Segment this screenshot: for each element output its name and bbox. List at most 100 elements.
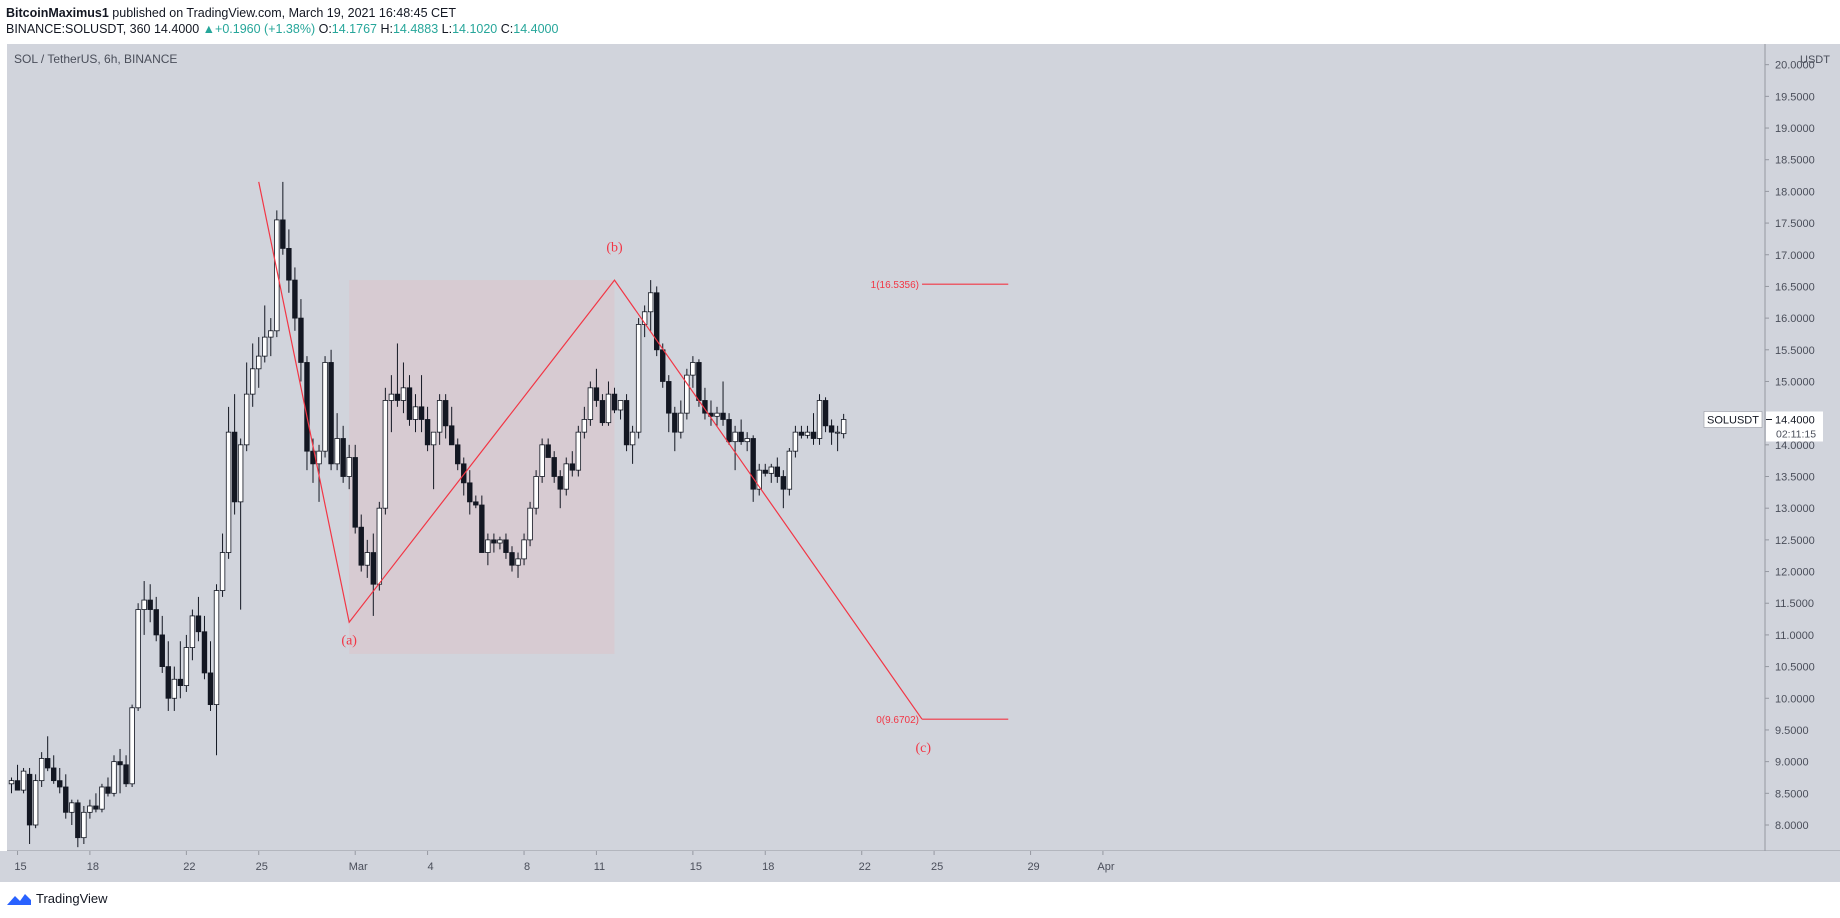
candle-body (213, 590, 220, 706)
candle (551, 451, 557, 483)
candle (334, 413, 340, 471)
candle-body (20, 770, 27, 791)
candle-body (69, 802, 75, 813)
candle (81, 805, 87, 844)
candle-body (762, 469, 768, 474)
candle-body (8, 780, 15, 785)
candle-body (382, 400, 389, 509)
candle-body (364, 552, 370, 566)
candle (352, 444, 358, 534)
candle (105, 777, 111, 797)
close-value: 14.4000 (513, 22, 559, 36)
candle (358, 514, 364, 572)
candle (738, 419, 744, 445)
candle-body (720, 412, 726, 420)
candle (750, 435, 756, 502)
candle (171, 666, 178, 711)
candle (654, 286, 660, 357)
candle-body (629, 431, 636, 446)
price-chart[interactable]: 1(16.5356) 0(9.6702) (a) (b) (c) SOLUSDT 14.40… (0, 44, 1840, 882)
candle-body (177, 678, 184, 686)
candle (605, 381, 612, 426)
y-axis-tick-label: 14.0000 (1775, 440, 1815, 452)
candle-body (666, 381, 672, 414)
candle-body (569, 463, 575, 471)
symbol-tag-label: SOLUSDT (1707, 414, 1759, 426)
candle-body (599, 400, 606, 424)
candle (635, 318, 642, 439)
candle (798, 425, 805, 439)
candle (63, 774, 69, 819)
candle-body (99, 786, 105, 810)
candle-body (243, 393, 250, 446)
candle-body (207, 672, 214, 706)
candle-body (340, 438, 346, 477)
candle (274, 210, 280, 338)
candle-body (515, 558, 521, 566)
candle-body (828, 425, 835, 433)
candle (376, 501, 383, 591)
candle (828, 419, 835, 445)
candle (834, 425, 841, 452)
tradingview-footer[interactable]: TradingView (6, 891, 108, 906)
candle (370, 533, 376, 616)
publish-line: BitcoinMaximus1 published on TradingView… (6, 6, 456, 20)
candle (816, 394, 823, 445)
candle-body (635, 324, 642, 433)
x-axis-tick-label: 15 (690, 861, 702, 873)
countdown-label: 02:11:15 (1776, 428, 1816, 440)
candle-body (38, 758, 45, 782)
candle (418, 375, 425, 433)
candle-body (135, 609, 141, 709)
candle-body (768, 466, 774, 474)
candle-body (346, 457, 352, 477)
candle (442, 394, 449, 439)
y-axis-tick-label: 10.0000 (1775, 693, 1815, 705)
candle-body (605, 393, 612, 424)
candle (792, 425, 799, 458)
tradingview-logo-icon (7, 893, 31, 905)
candle-body (611, 393, 618, 411)
candle (780, 470, 787, 509)
candle-body (32, 780, 39, 826)
candle (641, 305, 648, 338)
candle (587, 381, 594, 426)
candle (509, 546, 515, 572)
candle (430, 431, 437, 490)
candle-body (219, 552, 226, 591)
y-axis-tick-label: 18.5000 (1775, 155, 1815, 167)
candle (822, 397, 829, 433)
candle (219, 533, 226, 597)
candle (400, 362, 407, 414)
candle (340, 425, 346, 483)
candle (292, 267, 298, 331)
candle (14, 764, 21, 791)
candle-body (286, 248, 292, 281)
candle-body (394, 393, 401, 401)
candle-body (641, 311, 648, 325)
candle (473, 495, 479, 509)
candle (593, 368, 600, 407)
author-name[interactable]: BitcoinMaximus1 (6, 6, 109, 20)
candle (135, 603, 141, 711)
candle-body (63, 786, 69, 813)
candle (189, 609, 196, 661)
candle-body (262, 336, 268, 357)
x-axis-tick-label: 25 (931, 861, 943, 873)
wave-path-line (258, 181, 923, 720)
y-axis-tick-label: 9.0000 (1775, 757, 1809, 769)
candle-body (503, 539, 509, 553)
x-axis-tick-label: 15 (14, 861, 26, 873)
candle (207, 641, 214, 711)
candle (243, 362, 250, 452)
fib-level-label: 1(16.5356) (871, 280, 919, 291)
candle-body (153, 609, 159, 636)
candle (213, 584, 220, 756)
candle (165, 641, 171, 711)
y-axis-tick-label: 12.5000 (1775, 535, 1815, 547)
candle (87, 799, 93, 819)
candle (575, 425, 582, 477)
candle (611, 387, 618, 414)
candle (249, 343, 256, 407)
candle-body (732, 431, 738, 443)
